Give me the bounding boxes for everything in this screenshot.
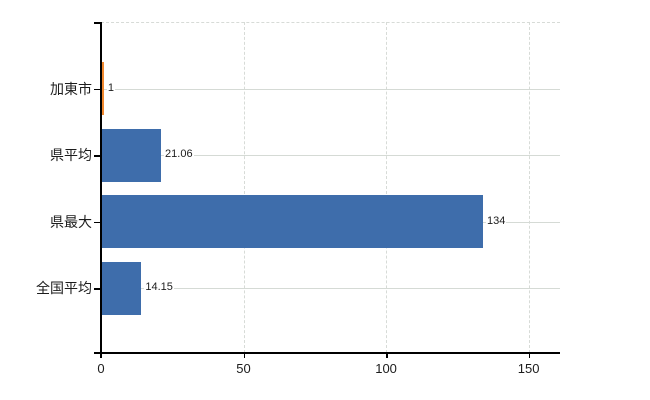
category-label: 全国平均 — [36, 280, 92, 296]
row-gridline — [101, 88, 560, 90]
bar-value-label: 21.06 — [164, 148, 194, 160]
x-gridline — [528, 22, 530, 353]
x-axis-tick — [386, 353, 388, 358]
category-label: 県最大 — [50, 213, 92, 230]
x-gridline — [243, 22, 245, 353]
x-axis-line — [94, 352, 560, 354]
bar — [101, 261, 142, 315]
bar — [101, 128, 162, 182]
x-tick-label: 0 — [97, 361, 105, 376]
x-tick-label: 150 — [517, 361, 540, 376]
y-axis-line — [100, 22, 102, 358]
x-gridline — [386, 22, 388, 353]
bar-value-label: 1 — [106, 81, 115, 94]
category-label: 県平均 — [50, 147, 92, 163]
x-tick-label: 50 — [236, 361, 251, 376]
x-axis-tick — [243, 353, 246, 358]
x-axis-tick — [528, 353, 531, 358]
y-axis-tick — [94, 155, 101, 157]
x-tick-label: 100 — [375, 361, 397, 376]
y-axis-tick — [94, 221, 101, 223]
y-axis-top-tick — [94, 22, 101, 24]
plot-top-border — [101, 22, 560, 23]
y-axis-tick — [94, 88, 101, 90]
category-label: 加東市 — [50, 80, 92, 97]
bar-value-label: 134 — [486, 214, 507, 227]
bar — [101, 62, 104, 115]
bar — [101, 195, 484, 248]
bar-value-label: 14.15 — [144, 281, 174, 293]
row-gridline — [101, 288, 560, 289]
row-gridline — [101, 155, 560, 156]
y-axis-tick — [94, 288, 101, 290]
